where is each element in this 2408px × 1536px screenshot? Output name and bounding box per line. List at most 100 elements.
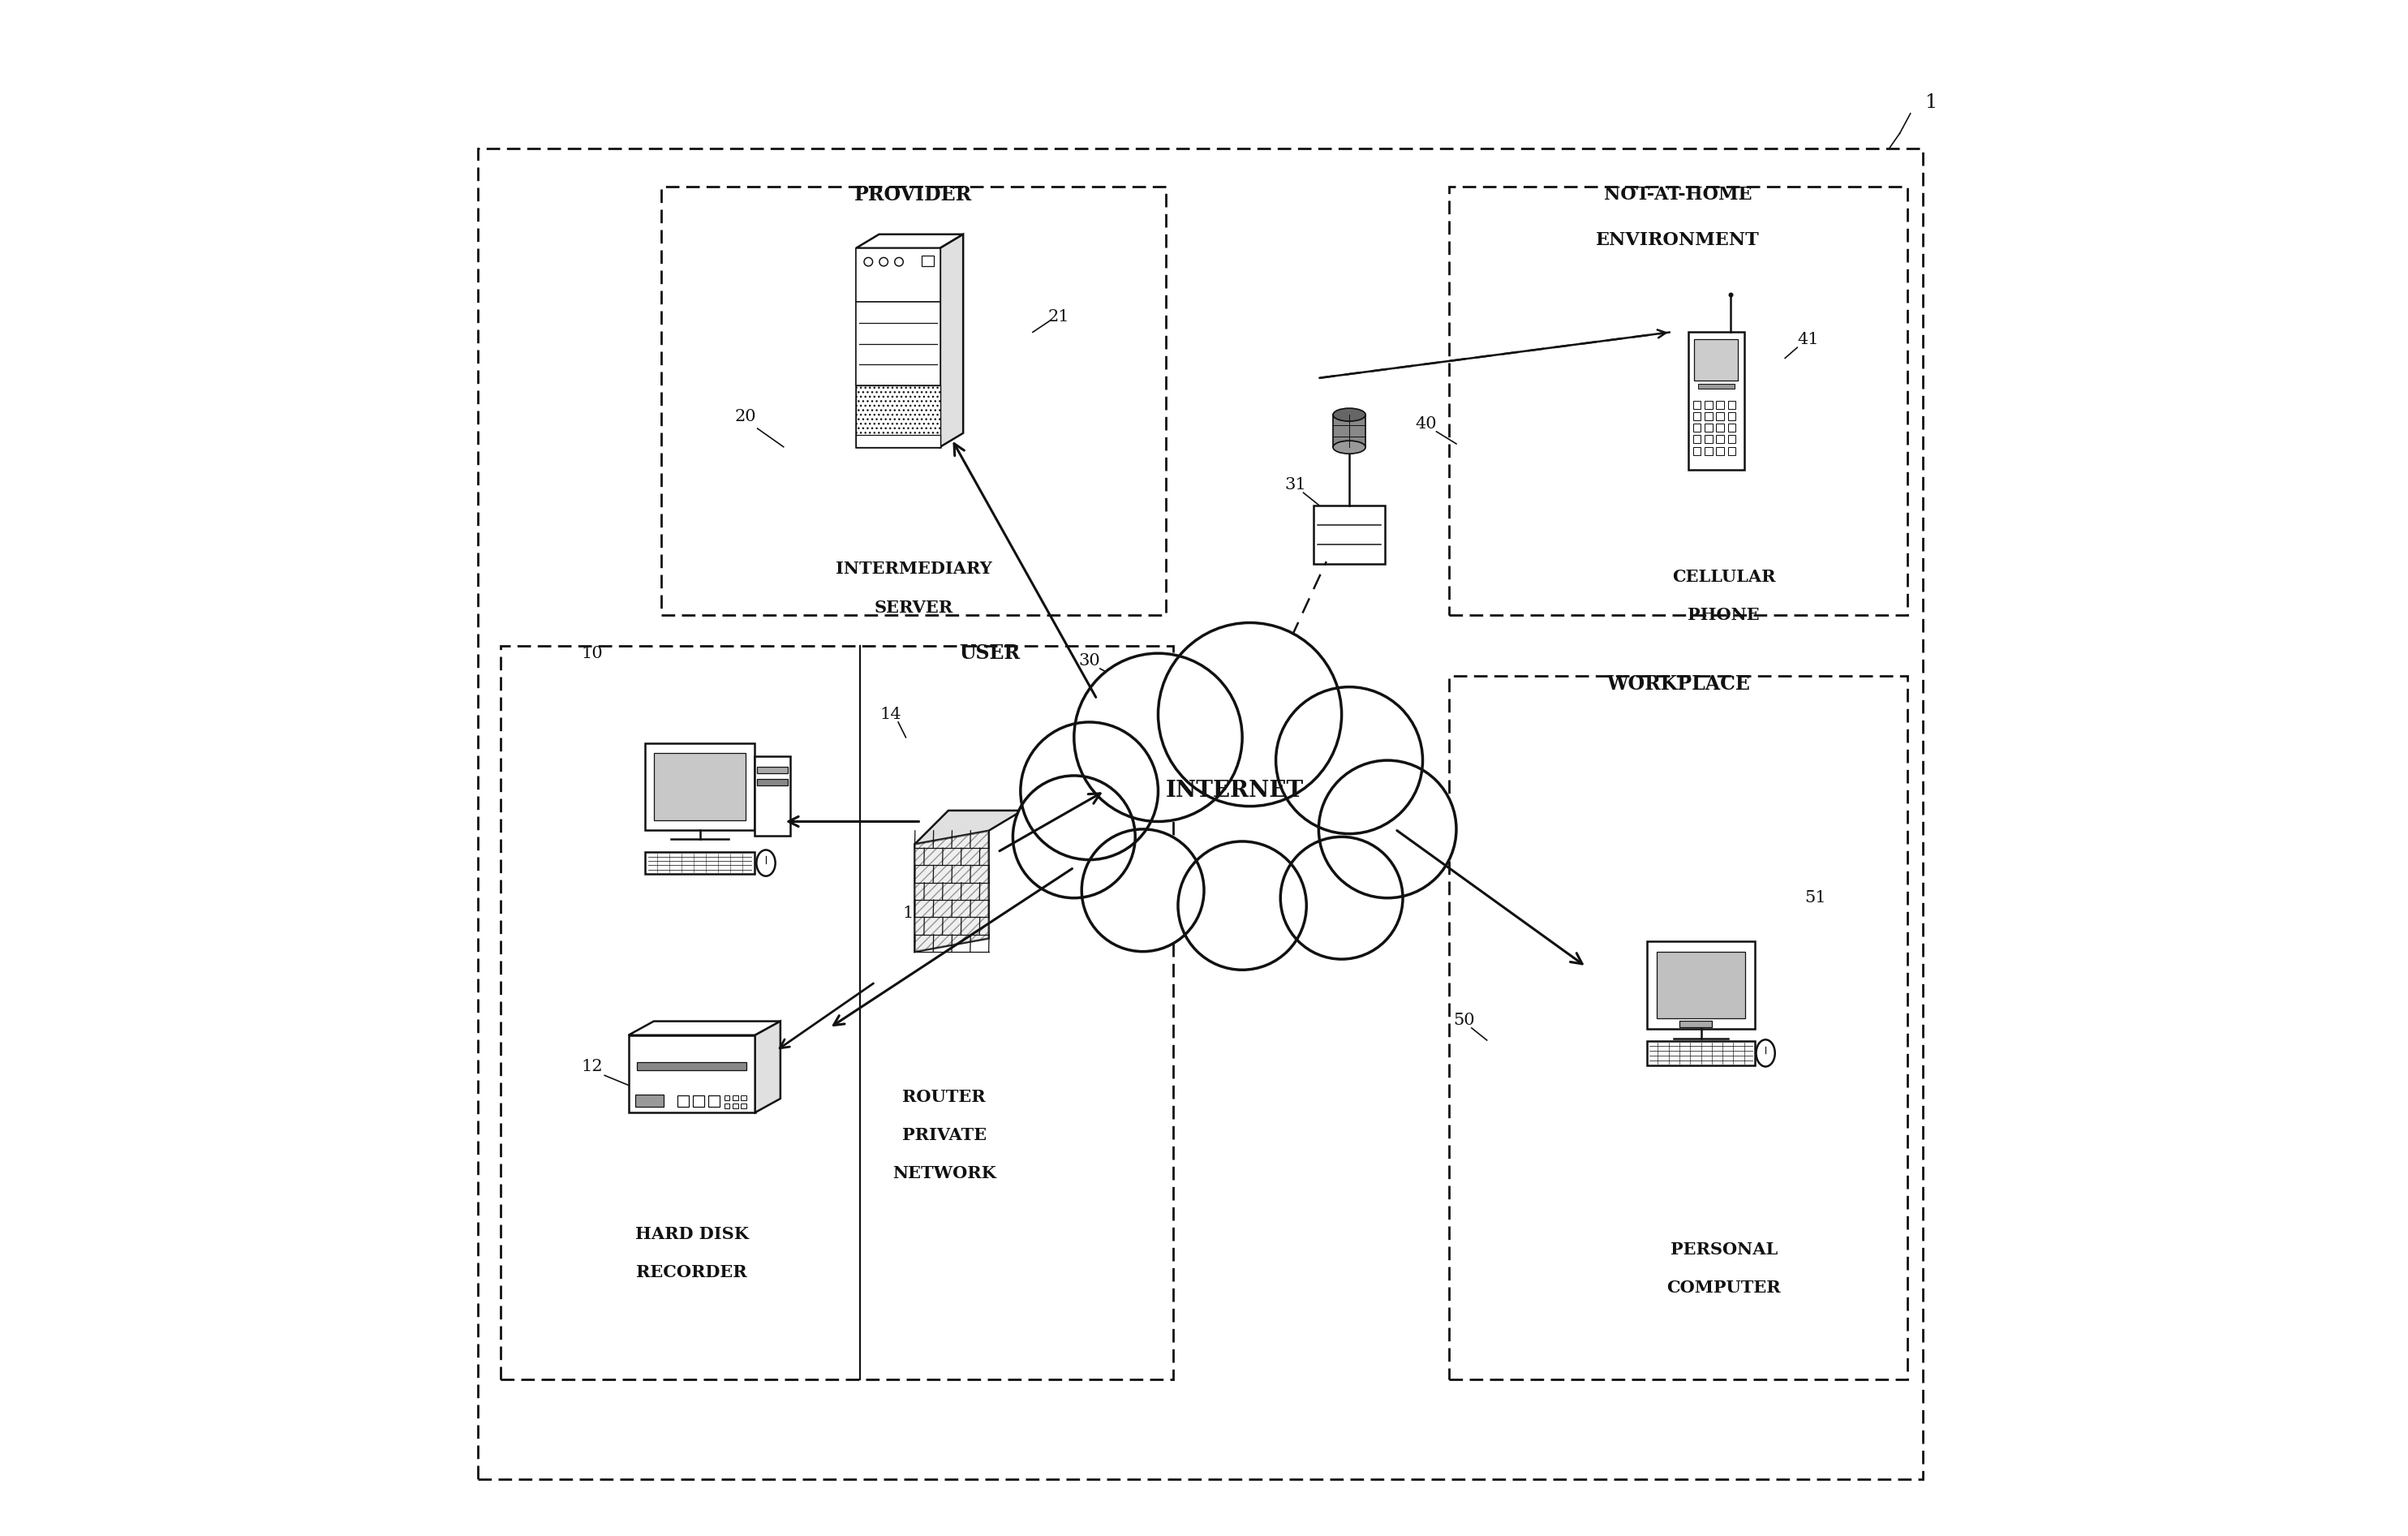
Bar [655, 753, 746, 820]
Text: INTERNET: INTERNET [1165, 780, 1303, 802]
Polygon shape [756, 1021, 780, 1112]
Text: PRIVATE: PRIVATE [903, 1127, 987, 1143]
Text: 14: 14 [879, 707, 901, 722]
Bar [1705, 435, 1712, 444]
Bar [677, 1095, 689, 1107]
Bar [501, 645, 1173, 1379]
Bar [694, 1095, 706, 1107]
Text: RECORDER: RECORDER [636, 1264, 746, 1281]
Circle shape [1014, 776, 1134, 899]
Text: 31: 31 [1286, 478, 1308, 493]
Text: 12: 12 [583, 1058, 602, 1074]
Bar [732, 1103, 739, 1109]
Circle shape [1178, 842, 1308, 969]
Text: 1: 1 [1924, 94, 1936, 112]
Bar [1705, 447, 1712, 455]
Bar [1705, 412, 1712, 421]
Text: PHONE: PHONE [1688, 607, 1760, 624]
Text: 30: 30 [1079, 653, 1100, 668]
Polygon shape [857, 235, 963, 247]
Ellipse shape [1334, 409, 1365, 421]
Bar [628, 1035, 756, 1112]
Circle shape [1276, 687, 1423, 834]
Bar [742, 1095, 746, 1101]
Bar [1729, 435, 1736, 444]
Circle shape [1281, 837, 1404, 958]
Bar [662, 187, 1165, 614]
Bar [756, 779, 787, 785]
Bar [1698, 384, 1734, 389]
Text: USER: USER [958, 644, 1021, 664]
Ellipse shape [1755, 1040, 1775, 1066]
Bar [1693, 401, 1700, 409]
Text: 51: 51 [1806, 891, 1825, 906]
Text: 40: 40 [1416, 416, 1438, 432]
Bar [1312, 505, 1385, 564]
Text: 50: 50 [1452, 1012, 1474, 1028]
Bar [636, 1063, 746, 1071]
Circle shape [1158, 622, 1341, 806]
Bar [636, 1094, 665, 1107]
Text: NOT-AT-HOME: NOT-AT-HOME [1604, 186, 1753, 203]
Bar [1695, 339, 1739, 381]
Bar [1729, 424, 1736, 432]
Bar [645, 743, 754, 831]
Bar [1688, 332, 1743, 470]
Bar [708, 1095, 720, 1107]
Bar [1729, 401, 1736, 409]
Bar [1717, 401, 1724, 409]
Bar [1450, 187, 1907, 614]
Bar [1678, 1021, 1712, 1028]
Bar [1705, 401, 1712, 409]
Bar [1693, 447, 1700, 455]
Bar [1657, 952, 1746, 1018]
Text: CELLULAR: CELLULAR [1671, 568, 1775, 585]
Text: 13: 13 [643, 791, 665, 806]
Text: 20: 20 [734, 409, 756, 424]
Circle shape [1081, 829, 1204, 951]
Text: PROVIDER: PROVIDER [855, 184, 973, 204]
Circle shape [1074, 653, 1243, 822]
Text: ROUTER: ROUTER [903, 1089, 985, 1104]
Bar [1693, 424, 1700, 432]
Bar [477, 149, 1922, 1479]
Bar [1717, 424, 1724, 432]
Bar [922, 255, 934, 266]
Text: HARD DISK: HARD DISK [636, 1226, 749, 1243]
Bar [1717, 447, 1724, 455]
Bar [1705, 424, 1712, 432]
Bar [1647, 942, 1755, 1029]
Bar [725, 1103, 730, 1109]
Text: SERVER: SERVER [874, 599, 954, 616]
Text: 41: 41 [1796, 332, 1818, 347]
Ellipse shape [756, 849, 775, 876]
Text: NETWORK: NETWORK [893, 1166, 997, 1181]
Bar [1450, 676, 1907, 1379]
Bar [1729, 447, 1736, 455]
Bar [1693, 412, 1700, 421]
Text: 10: 10 [580, 645, 604, 660]
Bar [857, 386, 939, 447]
Text: INTERMEDIARY: INTERMEDIARY [836, 561, 992, 578]
Text: 21: 21 [1047, 309, 1069, 324]
Bar [1729, 412, 1736, 421]
Bar [754, 756, 790, 836]
Polygon shape [915, 831, 990, 952]
Bar [742, 1103, 746, 1109]
Bar [857, 247, 939, 301]
Polygon shape [628, 1021, 780, 1035]
Bar [1647, 1041, 1755, 1066]
Text: COMPUTER: COMPUTER [1666, 1279, 1782, 1296]
Bar [725, 1095, 730, 1101]
Text: ENVIRONMENT: ENVIRONMENT [1597, 232, 1760, 249]
Text: PERSONAL: PERSONAL [1671, 1241, 1777, 1258]
Bar [1717, 412, 1724, 421]
Bar [1334, 415, 1365, 447]
Circle shape [1021, 722, 1158, 860]
Bar [1693, 435, 1700, 444]
Bar [857, 247, 939, 447]
Bar [1717, 435, 1724, 444]
Text: 11: 11 [903, 906, 925, 922]
Bar [756, 766, 787, 774]
Circle shape [1320, 760, 1457, 899]
